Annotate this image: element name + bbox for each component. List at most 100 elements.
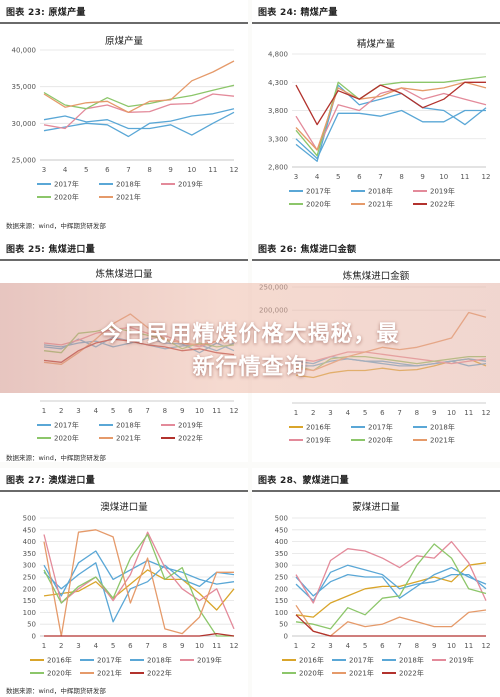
legend-label: 2017年 xyxy=(97,656,122,665)
series-line-2021年 xyxy=(43,529,234,637)
legend-label: 2019年 xyxy=(178,421,203,430)
panel-header: 图表 25: 焦煤进口量 xyxy=(0,237,248,261)
legend-label: 2021年 xyxy=(368,200,393,209)
series-line-2017年 xyxy=(295,564,487,602)
x-tick-label: 9 xyxy=(432,409,436,417)
legend-label: 2020年 xyxy=(54,193,79,202)
source-note: 数据来源：wind，中辉期货研发部 xyxy=(6,454,106,462)
x-tick-label: 8 xyxy=(163,642,167,650)
y-tick-label: 4,300 xyxy=(268,79,288,87)
x-tick-label: 7 xyxy=(145,407,149,415)
series-line-2018年 xyxy=(295,109,486,160)
y-tick-label: 200 xyxy=(23,585,36,593)
y-tick-label: 300 xyxy=(275,562,288,570)
x-tick-label: 5 xyxy=(111,642,115,650)
series-line-2017年 xyxy=(43,550,235,597)
legend-label: 2020年 xyxy=(47,669,72,678)
x-tick-label: 5 xyxy=(336,173,340,181)
legend-label: 2022年 xyxy=(178,434,203,443)
series-line-2019年 xyxy=(43,531,235,630)
y-tick-label: 100 xyxy=(275,609,288,617)
legend-label: 2019年 xyxy=(197,656,222,665)
y-tick-label: 200 xyxy=(275,585,288,593)
y-tick-label: 400 xyxy=(23,538,36,546)
panel-label: 图表 23: 原煤产量 xyxy=(6,8,86,18)
series-line-2019年 xyxy=(43,93,235,130)
series-line-2021年 xyxy=(295,604,487,637)
legend-label: 2022年 xyxy=(147,669,172,678)
y-tick-label: 150 xyxy=(275,597,288,605)
chart-plot: 4,800 4,300 3,800 3,300 2,800 3 4 5 6 7 8 9 10 11 12 20… xyxy=(268,51,491,209)
y-tick-label: 50 xyxy=(279,621,288,629)
legend-label: 2018年 xyxy=(430,423,455,432)
legend-label: 2020年 xyxy=(368,436,393,445)
series-line-2016年 xyxy=(295,562,487,618)
x-tick-label: 3 xyxy=(76,407,80,415)
x-tick-label: 8 xyxy=(147,166,151,174)
x-tick-label: 12 xyxy=(482,642,491,650)
x-tick-label: 2 xyxy=(59,642,63,650)
series-line-2017年 xyxy=(295,84,487,162)
headline-banner xyxy=(0,283,500,393)
x-tick-label: 5 xyxy=(111,407,115,415)
legend-label: 2017年 xyxy=(54,421,79,430)
panel-label: 图表 27: 澳煤进口量 xyxy=(6,476,95,486)
chart-title: 蒙煤进口量 xyxy=(352,502,400,513)
x-tick-label: 8 xyxy=(163,407,167,415)
legend-label: 2018年 xyxy=(399,656,424,665)
panel-label: 图表 28、蒙煤进口量 xyxy=(258,476,349,486)
chart-panel-1: 图表 23: 原煤产量 原煤产量 40,000 35,000 30,000 25,00… xyxy=(0,0,248,240)
legend-label: 2021年 xyxy=(116,434,141,443)
x-tick-label: 6 xyxy=(357,173,362,181)
x-tick-label: 7 xyxy=(145,642,149,650)
x-tick-label: 5 xyxy=(84,166,88,174)
headline-line-2: 新行情查询 xyxy=(192,355,308,380)
x-tick-label: 11 xyxy=(464,409,473,417)
headline: 今日民用精煤价格大揭秘，最 新行情查询 xyxy=(40,318,460,384)
legend-label: 2019年 xyxy=(178,180,203,189)
series-line-2019年 xyxy=(295,87,487,151)
series-line-2020年 xyxy=(43,84,235,110)
series-line-2018年 xyxy=(295,566,487,599)
x-tick-label: 10 xyxy=(447,642,456,650)
y-tick-label: 2,800 xyxy=(268,164,288,172)
legend-label: 2016年 xyxy=(47,656,72,665)
x-tick-label: 4 xyxy=(94,407,99,415)
y-tick-label: 500 xyxy=(23,515,36,523)
legend-label: 2018年 xyxy=(368,187,393,196)
x-tick-label: 3 xyxy=(328,409,332,417)
series-line-2022年 xyxy=(44,632,235,637)
x-tick-label: 1 xyxy=(42,407,46,415)
series-line-2019年 xyxy=(295,540,487,604)
series-line-2021年 xyxy=(43,60,235,113)
x-tick-label: 4 xyxy=(94,642,99,650)
y-tick-label: 150 xyxy=(23,597,36,605)
legend-label: 2018年 xyxy=(147,656,172,665)
x-tick-label: 5 xyxy=(363,409,367,417)
y-tick-label: 350 xyxy=(23,550,36,558)
chart-plot: 40,000 35,000 30,000 25,000 3 4 5 6 7 8 9 10 11 12 201… xyxy=(12,47,239,202)
x-tick-label: 5 xyxy=(363,642,367,650)
series-line-2022年 xyxy=(295,81,486,126)
y-tick-label: 40,000 xyxy=(12,47,37,55)
headline-line-1: 今日民用精煤价格大揭秘，最 xyxy=(100,322,400,347)
chart-panel-5: 图表 27: 澳煤进口量 澳煤进口量 500 450 400 350 300 250 200… xyxy=(0,468,248,697)
x-tick-label: 10 xyxy=(195,407,204,415)
legend-label: 2016年 xyxy=(299,656,324,665)
x-tick-label: 12 xyxy=(230,166,239,174)
y-tick-label: 300 xyxy=(23,562,36,570)
chart-panel-2: 图表 24: 精煤产量 精煤产量 4,800 4,300 3,800 3,300 2,8… xyxy=(252,0,500,240)
panel-header: 图表 23: 原煤产量 xyxy=(0,0,248,24)
chart-title: 原煤产量 xyxy=(104,36,143,47)
x-tick-label: 2 xyxy=(311,642,315,650)
legend-label: 2016年 xyxy=(306,423,331,432)
source-note: 数据来源：wind，中辉期货研发部 xyxy=(6,687,106,695)
legend-label: 2020年 xyxy=(306,200,331,209)
x-tick-label: 8 xyxy=(399,173,403,181)
x-tick-label: 9 xyxy=(180,407,184,415)
x-tick-label: 12 xyxy=(230,642,239,650)
x-tick-label: 12 xyxy=(230,407,239,415)
y-tick-label: 350 xyxy=(275,550,288,558)
panel-header: 图表 28、蒙煤进口量 xyxy=(252,468,500,492)
